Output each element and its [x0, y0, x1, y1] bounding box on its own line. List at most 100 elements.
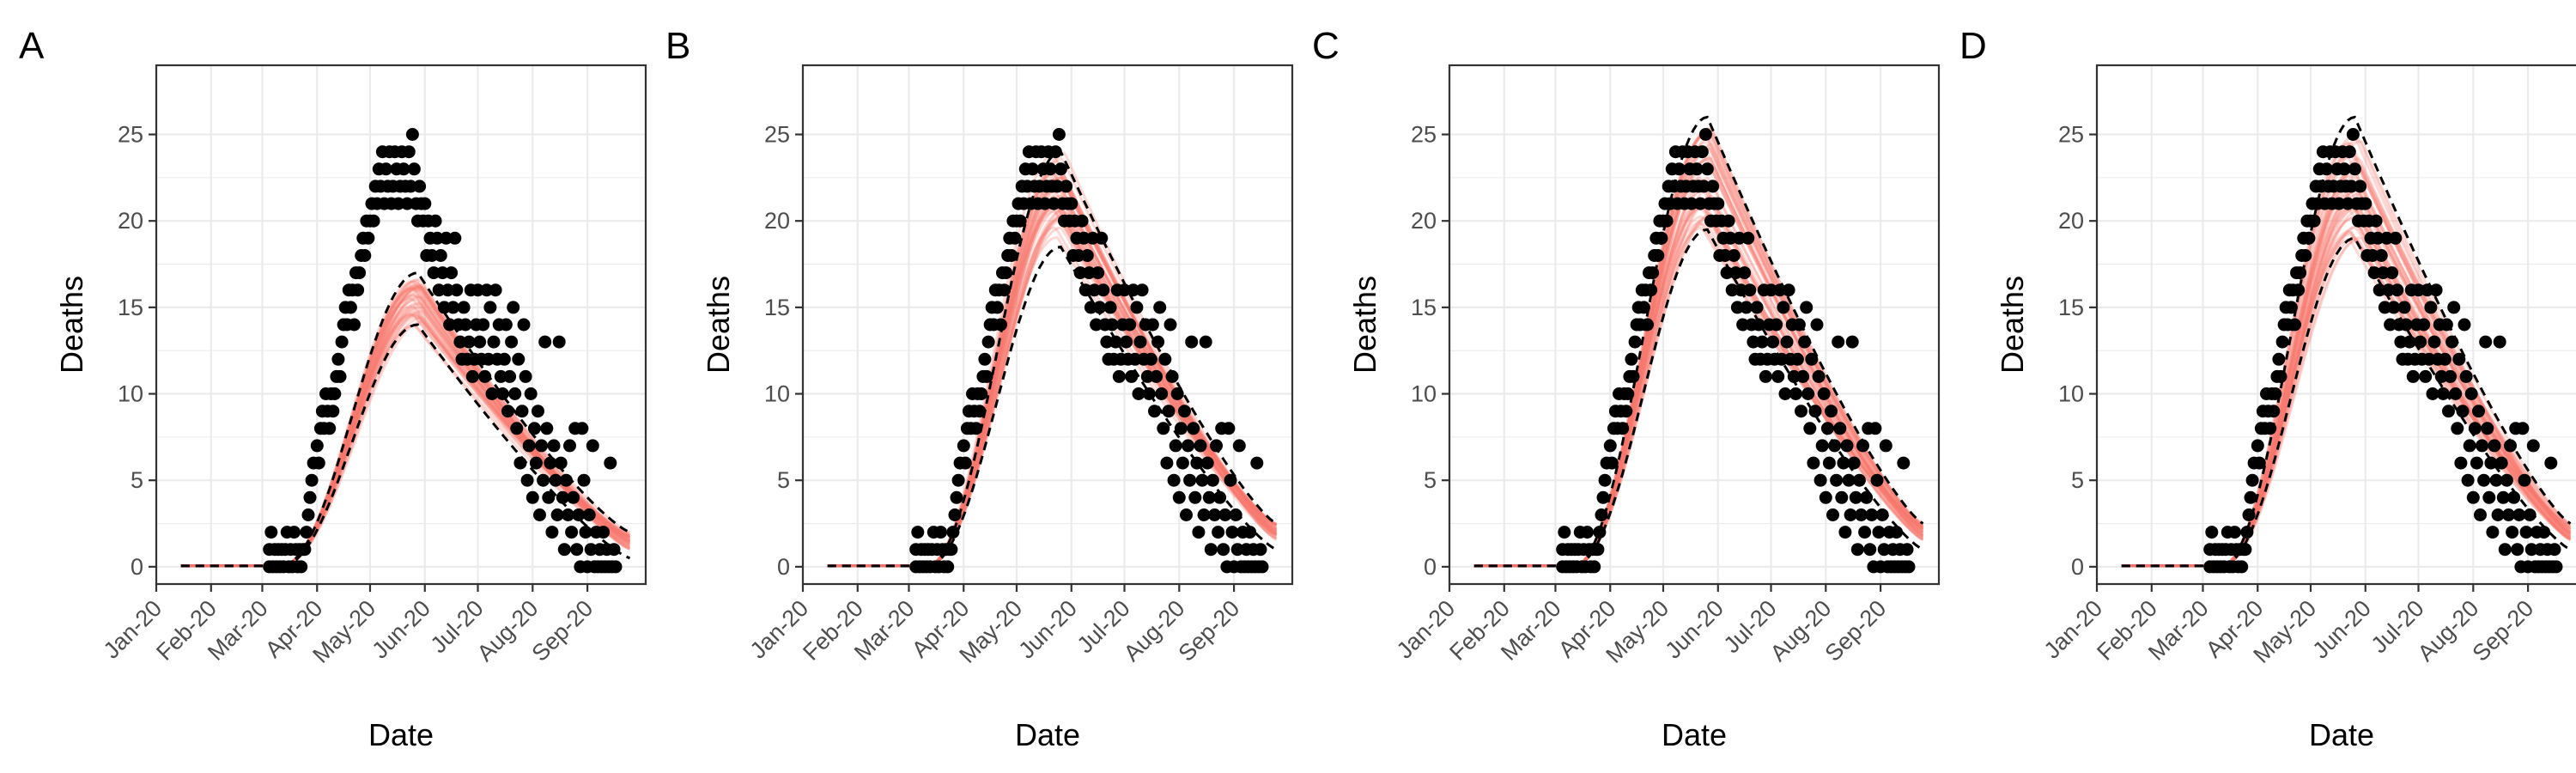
data-point — [911, 526, 925, 539]
data-point — [1232, 439, 1246, 453]
data-point — [2516, 422, 2530, 435]
data-point — [480, 283, 494, 297]
y-tick-label: 0 — [131, 554, 143, 580]
data-point — [1153, 301, 1167, 314]
data-point — [437, 301, 451, 314]
data-point — [1167, 473, 1181, 487]
data-point — [2519, 526, 2533, 539]
data-point — [994, 318, 1007, 332]
panel-letter: B — [665, 25, 690, 67]
data-point — [535, 439, 549, 453]
data-point — [2498, 543, 2512, 557]
data-point — [1651, 249, 1665, 262]
data-point — [2506, 526, 2519, 539]
x-tick-label: Sep-20 — [1820, 595, 1892, 666]
data-point — [507, 301, 520, 314]
x-tick-label: Jun-20 — [367, 595, 435, 664]
data-point — [2292, 283, 2306, 297]
data-point — [2419, 369, 2433, 383]
data-point — [552, 335, 566, 349]
data-point — [2523, 508, 2537, 521]
y-axis: 0 5 10 15 20 25 — [1411, 122, 1449, 580]
data-point — [948, 508, 962, 521]
y-axis-title: Deaths — [54, 276, 89, 374]
data-point — [2434, 369, 2448, 383]
data-point — [1870, 473, 1884, 487]
data-point — [981, 335, 995, 349]
data-point — [1210, 439, 1223, 453]
data-point — [999, 266, 1013, 280]
panel-A: 0 5 10 15 20 25 Jan-20Feb-20Mar-20Apr-20May-20… — [19, 25, 647, 752]
data-point — [2482, 490, 2496, 504]
data-point — [2484, 456, 2498, 470]
data-point — [1120, 335, 1133, 349]
data-point — [951, 473, 965, 487]
data-point — [1847, 456, 1861, 470]
data-point — [1865, 508, 1879, 521]
data-point — [519, 369, 532, 383]
data-point — [570, 543, 584, 557]
x-tick-label: Jun-20 — [1660, 595, 1728, 664]
y-tick-label: 25 — [1411, 122, 1437, 148]
data-point — [303, 490, 317, 504]
data-point — [298, 543, 312, 557]
data-point — [471, 283, 484, 297]
data-point — [1819, 490, 1832, 504]
data-point — [1778, 387, 1792, 400]
data-point — [1706, 180, 1720, 193]
data-point — [397, 162, 410, 176]
data-point — [1060, 180, 1073, 193]
data-point — [2429, 283, 2443, 297]
y-tick-label: 25 — [764, 122, 790, 148]
data-point — [1842, 473, 1856, 487]
data-point — [407, 162, 421, 176]
data-point — [1771, 369, 1785, 383]
data-point — [1230, 543, 1244, 557]
observed-points — [1556, 128, 1916, 574]
data-point — [510, 422, 524, 435]
data-point — [2449, 387, 2463, 400]
data-point — [2269, 387, 2282, 400]
data-point — [1695, 145, 1709, 159]
data-point — [478, 369, 492, 383]
data-point — [1770, 318, 1783, 332]
data-point — [2394, 335, 2408, 349]
data-point — [2421, 283, 2434, 297]
data-point — [2511, 543, 2524, 557]
data-point — [1142, 387, 1156, 400]
plot-area — [2097, 65, 2576, 584]
data-point — [1711, 197, 1725, 210]
y-tick-label: 0 — [777, 554, 790, 580]
data-point — [1072, 249, 1085, 262]
data-point — [380, 162, 392, 176]
data-point — [1195, 473, 1209, 487]
observed-points — [2203, 128, 2563, 574]
data-point — [485, 387, 499, 400]
data-point — [1808, 405, 1822, 418]
data-point — [2252, 456, 2266, 470]
data-point — [524, 387, 538, 400]
data-point — [2359, 197, 2372, 210]
data-point — [1800, 301, 1814, 314]
data-point — [448, 231, 462, 245]
data-point — [567, 490, 580, 504]
data-point — [1013, 214, 1027, 228]
data-point — [400, 197, 414, 210]
data-point — [1835, 490, 1849, 504]
data-point — [1581, 526, 1594, 539]
data-point — [1738, 266, 1752, 280]
data-point — [1255, 560, 1269, 574]
data-point — [1225, 526, 1239, 539]
data-point — [1043, 162, 1057, 176]
data-point — [934, 526, 947, 539]
data-point — [358, 249, 372, 262]
data-point — [1777, 301, 1790, 314]
data-point — [1773, 283, 1787, 297]
data-point — [2263, 422, 2277, 435]
data-point — [1735, 283, 1747, 297]
data-point — [1787, 369, 1801, 383]
y-tick-label: 15 — [1411, 295, 1437, 320]
data-point — [2427, 335, 2441, 349]
data-point — [1054, 162, 1067, 176]
lower-bound-line — [827, 245, 1278, 569]
